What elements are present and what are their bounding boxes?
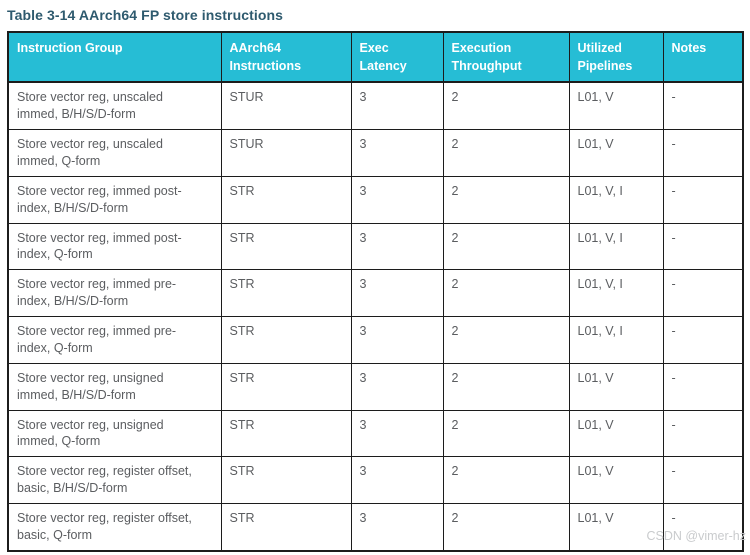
cell-aarch64-instructions: STR bbox=[220, 456, 352, 504]
cell-notes: - bbox=[662, 316, 744, 364]
cell-aarch64-instructions: STR bbox=[220, 502, 352, 552]
cell-exec-latency: 3 bbox=[350, 129, 444, 177]
cell-execution-throughput: 2 bbox=[442, 269, 570, 317]
cell-utilized-pipelines: L01, V bbox=[568, 81, 664, 131]
cell-notes: - bbox=[662, 129, 744, 177]
cell-notes: - bbox=[662, 81, 744, 131]
cell-instruction-group: Store vector reg, register offset, basic… bbox=[7, 456, 222, 504]
col-header-aarch64-instructions: AArch64 Instructions bbox=[220, 31, 352, 84]
cell-exec-latency: 3 bbox=[350, 81, 444, 131]
cell-instruction-group: Store vector reg, unsigned immed, Q-form bbox=[7, 409, 222, 458]
cell-exec-latency: 3 bbox=[350, 316, 444, 364]
col-header-execution-throughput: Execution Throughput bbox=[442, 31, 570, 84]
cell-notes: - bbox=[662, 456, 744, 504]
table-row: Store vector reg, immed pre- index, Q-fo… bbox=[7, 316, 744, 364]
cell-execution-throughput: 2 bbox=[442, 362, 570, 411]
cell-exec-latency: 3 bbox=[350, 409, 444, 458]
cell-utilized-pipelines: L01, V bbox=[568, 409, 664, 458]
cell-instruction-group: Store vector reg, immed pre- index, Q-fo… bbox=[7, 316, 222, 364]
col-header-exec-latency: Exec Latency bbox=[350, 31, 444, 84]
col-header-instruction-group: Instruction Group bbox=[7, 31, 222, 84]
cell-aarch64-instructions: STR bbox=[220, 409, 352, 458]
cell-execution-throughput: 2 bbox=[442, 316, 570, 364]
cell-exec-latency: 3 bbox=[350, 362, 444, 411]
cell-aarch64-instructions: STUR bbox=[220, 81, 352, 131]
cell-exec-latency: 3 bbox=[350, 269, 444, 317]
cell-aarch64-instructions: STR bbox=[220, 362, 352, 411]
cell-execution-throughput: 2 bbox=[442, 129, 570, 177]
cell-notes: - bbox=[662, 409, 744, 458]
cell-instruction-group: Store vector reg, immed post- index, B/H… bbox=[7, 175, 222, 224]
cell-notes: - bbox=[662, 222, 744, 271]
cell-exec-latency: 3 bbox=[350, 456, 444, 504]
table-row: Store vector reg, immed pre- index, B/H/… bbox=[7, 269, 744, 317]
cell-utilized-pipelines: L01, V, I bbox=[568, 316, 664, 364]
table-row: Store vector reg, register offset, basic… bbox=[7, 456, 744, 504]
table-row: Store vector reg, immed post- index, Q-f… bbox=[7, 222, 744, 271]
table-row: Store vector reg, immed post- index, B/H… bbox=[7, 175, 744, 224]
cell-execution-throughput: 2 bbox=[442, 409, 570, 458]
cell-instruction-group: Store vector reg, unsigned immed, B/H/S/… bbox=[7, 362, 222, 411]
table-row: Store vector reg, unscaled immed, Q-form… bbox=[7, 129, 744, 177]
table-row: Store vector reg, unsigned immed, B/H/S/… bbox=[7, 362, 744, 411]
watermark: CSDN @vimer-hz bbox=[646, 529, 747, 543]
cell-aarch64-instructions: STR bbox=[220, 222, 352, 271]
cell-instruction-group: Store vector reg, register offset, basic… bbox=[7, 502, 222, 552]
col-header-utilized-pipelines: Utilized Pipelines bbox=[568, 31, 664, 84]
cell-utilized-pipelines: L01, V, I bbox=[568, 222, 664, 271]
cell-execution-throughput: 2 bbox=[442, 81, 570, 131]
cell-exec-latency: 3 bbox=[350, 175, 444, 224]
col-header-notes: Notes bbox=[662, 31, 744, 84]
cell-execution-throughput: 2 bbox=[442, 222, 570, 271]
cell-aarch64-instructions: STUR bbox=[220, 129, 352, 177]
cell-exec-latency: 3 bbox=[350, 502, 444, 552]
fp-store-instructions-table: Instruction Group AArch64 Instructions E… bbox=[7, 31, 744, 552]
cell-utilized-pipelines: L01, V, I bbox=[568, 175, 664, 224]
cell-aarch64-instructions: STR bbox=[220, 269, 352, 317]
table-row: Store vector reg, register offset, basic… bbox=[7, 502, 744, 552]
table-title: Table 3-14 AArch64 FP store instructions bbox=[7, 7, 284, 23]
cell-instruction-group: Store vector reg, unscaled immed, Q-form bbox=[7, 129, 222, 177]
cell-notes: - bbox=[662, 269, 744, 317]
header-row: Instruction Group AArch64 Instructions E… bbox=[7, 31, 744, 84]
cell-utilized-pipelines: L01, V bbox=[568, 456, 664, 504]
cell-notes: - bbox=[662, 175, 744, 224]
cell-instruction-group: Store vector reg, immed pre- index, B/H/… bbox=[7, 269, 222, 317]
cell-utilized-pipelines: L01, V, I bbox=[568, 269, 664, 317]
cell-instruction-group: Store vector reg, unscaled immed, B/H/S/… bbox=[7, 81, 222, 131]
cell-utilized-pipelines: L01, V bbox=[568, 502, 664, 552]
cell-utilized-pipelines: L01, V bbox=[568, 362, 664, 411]
cell-execution-throughput: 2 bbox=[442, 456, 570, 504]
cell-notes: - bbox=[662, 362, 744, 411]
cell-aarch64-instructions: STR bbox=[220, 316, 352, 364]
table-row: Store vector reg, unscaled immed, B/H/S/… bbox=[7, 81, 744, 131]
cell-aarch64-instructions: STR bbox=[220, 175, 352, 224]
cell-execution-throughput: 2 bbox=[442, 502, 570, 552]
cell-notes: - bbox=[662, 502, 744, 552]
table-row: Store vector reg, unsigned immed, Q-form… bbox=[7, 409, 744, 458]
cell-instruction-group: Store vector reg, immed post- index, Q-f… bbox=[7, 222, 222, 271]
cell-execution-throughput: 2 bbox=[442, 175, 570, 224]
cell-exec-latency: 3 bbox=[350, 222, 444, 271]
cell-utilized-pipelines: L01, V bbox=[568, 129, 664, 177]
